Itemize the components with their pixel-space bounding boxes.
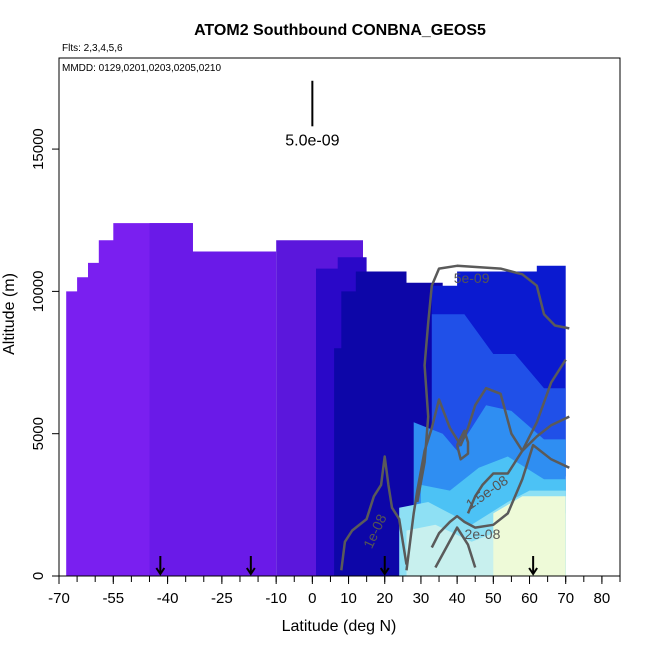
chart-title: ATOM2 Southbound CONBNA_GEOS5 <box>194 22 486 39</box>
scale-bar-label: 5.0e-09 <box>285 132 339 149</box>
x-tick-label: 10 <box>340 590 357 607</box>
y-tick-label: 5000 <box>30 417 47 450</box>
profile-arrow-3 <box>528 556 538 576</box>
x-tick-label: -25 <box>211 590 233 607</box>
plot-frame <box>58 57 621 577</box>
x-tick-label: 30 <box>413 590 430 607</box>
x-tick-label: -70 <box>48 590 70 607</box>
x-axis-label: Latitude (deg N) <box>282 618 397 635</box>
profile-arrow-0 <box>155 556 166 576</box>
x-tick-label: -10 <box>265 590 287 607</box>
contour-label-0: 5e-09 <box>454 270 490 286</box>
x-tick-label: -55 <box>102 590 124 607</box>
contour-line-1 <box>340 455 408 571</box>
y-tick-label: 15000 <box>30 128 47 170</box>
profile-arrow-2 <box>379 556 390 576</box>
contour-line-6 <box>434 526 477 569</box>
flights-note: Flts: 2,3,4,5,6 <box>62 43 123 54</box>
contour-line-5 <box>430 443 570 549</box>
y-tick-label: 10000 <box>30 271 47 313</box>
y-axis: 0 5000 10000 15000 <box>30 128 59 580</box>
dates-note: MMDD: 0129,0201,0203,0205,0210 <box>62 63 221 74</box>
y-axis-label: Altitude (m) <box>1 273 18 355</box>
heatmap-regions <box>66 223 566 576</box>
profile-arrow-1 <box>245 556 256 576</box>
heat-region-1 <box>149 223 277 576</box>
x-tick-label: 0 <box>308 590 316 607</box>
x-axis: -70 -55 -40 -25 -10 0 10 20 30 40 50 60 70 80 <box>48 576 621 607</box>
x-tick-label: 20 <box>376 590 393 607</box>
x-tick-label: 40 <box>449 590 466 607</box>
contour-label-3: 2e-08 <box>465 526 501 542</box>
contour-line-4 <box>466 415 570 514</box>
x-tick-label: 60 <box>521 590 538 607</box>
x-tick-label: 80 <box>594 590 611 607</box>
scale-bar: 5.0e-09 <box>285 80 340 149</box>
contour-line-0 <box>416 264 570 503</box>
heat-region-11 <box>493 496 566 576</box>
contour-lines <box>340 264 570 571</box>
contour-line-2 <box>405 359 567 571</box>
x-tick-label: 70 <box>557 590 574 607</box>
contour-line-3 <box>455 429 470 461</box>
y-tick-label: 0 <box>30 572 47 580</box>
profile-arrows <box>155 556 538 576</box>
x-tick-label: -40 <box>157 590 179 607</box>
x-tick-label: 50 <box>485 590 502 607</box>
